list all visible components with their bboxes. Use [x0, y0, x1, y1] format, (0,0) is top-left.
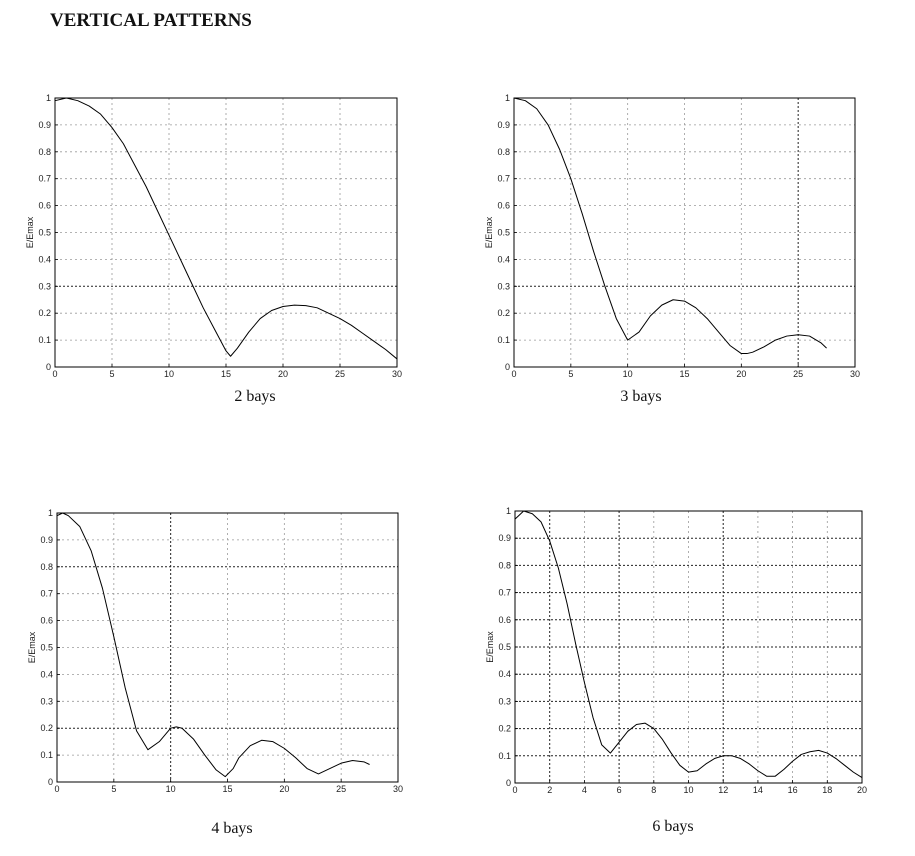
- x-tick-label: 10: [166, 784, 176, 794]
- x-tick-label: 30: [392, 369, 402, 379]
- chart-caption-6-bays: 6 bays: [652, 818, 694, 835]
- y-tick-label: 1: [46, 93, 51, 103]
- x-tick-label: 10: [683, 785, 693, 795]
- y-tick-label: 0: [48, 777, 53, 787]
- x-tick-label: 15: [222, 784, 232, 794]
- y-tick-label: 0: [506, 778, 511, 788]
- y-tick-label: 0.6: [40, 616, 53, 626]
- x-tick-label: 2: [547, 785, 552, 795]
- x-tick-label: 0: [512, 785, 517, 795]
- x-tick-label: 30: [393, 784, 403, 794]
- y-tick-label: 1: [506, 506, 511, 516]
- y-tick-label: 0.5: [40, 643, 53, 653]
- plot-frame: [514, 510, 863, 784]
- y-tick-label: 0.8: [497, 147, 510, 157]
- y-tick-label: 0.1: [38, 335, 51, 345]
- x-tick-label: 10: [623, 369, 633, 379]
- y-tick-label: 0: [46, 362, 51, 372]
- y-tick-label: 0.5: [38, 228, 51, 238]
- y-axis-label: E/Emax: [27, 631, 37, 663]
- y-tick-label: 0.2: [38, 308, 51, 318]
- y-tick-label: 0.9: [38, 120, 51, 130]
- plot-4-bays: 0 5 10 15 20 25 30 0 0.1 0.2 0.3 0.4 0.5 0.6 0.7 0.8 0.9…: [27, 508, 403, 794]
- y-tick-label: 0.5: [498, 642, 511, 652]
- series-line-4-bays: [56, 512, 370, 778]
- y-axis-label: E/Emax: [484, 216, 494, 248]
- y-tick-label: 0.4: [497, 254, 510, 264]
- y-tick-label: 0.2: [40, 723, 53, 733]
- page-title: VERTICAL PATTERNS: [50, 10, 252, 31]
- x-tick-label: 15: [679, 369, 689, 379]
- y-tick-label: 0.3: [40, 696, 53, 706]
- y-tick-label: 0.3: [497, 281, 510, 291]
- series-line-6-bays: [514, 510, 863, 778]
- y-tick-label: 0.1: [498, 751, 511, 761]
- y-tick-label: 0.9: [498, 533, 511, 543]
- y-tick-label: 1: [48, 508, 53, 518]
- x-tick-label: 25: [335, 369, 345, 379]
- y-tick-label: 0.8: [498, 560, 511, 570]
- y-tick-label: 0.1: [497, 335, 510, 345]
- x-tick-label: 18: [822, 785, 832, 795]
- x-tick-label: 25: [336, 784, 346, 794]
- chart-caption-3-bays: 3 bays: [620, 388, 662, 405]
- y-tick-label: 0.3: [498, 696, 511, 706]
- series-line-2-bays: [54, 97, 398, 360]
- x-tick-label: 0: [54, 784, 59, 794]
- y-axis-label: E/Emax: [485, 631, 495, 663]
- x-tick-label: 0: [511, 369, 516, 379]
- y-tick-label: 0.8: [40, 562, 53, 572]
- y-tick-label: 1: [505, 93, 510, 103]
- y-tick-label: 0.4: [40, 669, 53, 679]
- series-line-3-bays: [513, 97, 827, 355]
- y-tick-label: 0.7: [38, 174, 51, 184]
- plot-3-bays: 0 5 10 15 20 25 30 0 0.1 0.2 0.3 0.4 0.5 0.6 0.7 0.8 0.9…: [484, 93, 860, 379]
- plot-frame: [513, 97, 856, 368]
- x-tick-label: 6: [617, 785, 622, 795]
- x-tick-label: 4: [582, 785, 587, 795]
- y-tick-label: 0.7: [40, 589, 53, 599]
- x-tick-label: 16: [788, 785, 798, 795]
- y-tick-label: 0.2: [497, 308, 510, 318]
- y-tick-label: 0.3: [38, 281, 51, 291]
- y-tick-label: 0: [505, 362, 510, 372]
- y-tick-label: 0.4: [498, 669, 511, 679]
- y-tick-label: 0.6: [497, 201, 510, 211]
- x-tick-label: 20: [857, 785, 867, 795]
- plot-frame: [54, 97, 398, 368]
- y-tick-label: 0.6: [38, 201, 51, 211]
- x-tick-label: 20: [279, 784, 289, 794]
- y-tick-label: 0.9: [497, 120, 510, 130]
- chart-caption-4-bays: 4 bays: [211, 820, 253, 837]
- y-tick-label: 0.7: [497, 174, 510, 184]
- y-tick-label: 0.1: [40, 750, 53, 760]
- y-axis-label: E/Emax: [25, 216, 35, 248]
- x-tick-label: 0: [52, 369, 57, 379]
- x-tick-label: 20: [278, 369, 288, 379]
- y-tick-label: 0.6: [498, 615, 511, 625]
- x-tick-label: 5: [109, 369, 114, 379]
- plot-6-bays: 0 2 4 6 8 10 12 14 16 18 20 0 0.1 0.2 0.3 0.4 0.5 0.6 0.7 0…: [485, 506, 867, 795]
- x-tick-label: 15: [221, 369, 231, 379]
- x-tick-label: 30: [850, 369, 860, 379]
- plot-frame: [56, 512, 399, 783]
- x-tick-label: 10: [164, 369, 174, 379]
- x-tick-label: 5: [111, 784, 116, 794]
- y-tick-label: 0.7: [498, 588, 511, 598]
- plot-2-bays: 0 5 10 15 20 25 30 0 0.1 0.2 0.3 0.4 0.5 0.6 0.7 0.8 0.9…: [25, 93, 402, 379]
- x-tick-label: 8: [651, 785, 656, 795]
- y-tick-label: 0.9: [40, 535, 53, 545]
- x-tick-label: 14: [753, 785, 763, 795]
- x-tick-label: 12: [718, 785, 728, 795]
- x-tick-label: 25: [793, 369, 803, 379]
- x-tick-label: 20: [736, 369, 746, 379]
- y-tick-label: 0.5: [497, 228, 510, 238]
- x-tick-label: 5: [568, 369, 573, 379]
- y-tick-label: 0.8: [38, 147, 51, 157]
- y-tick-label: 0.4: [38, 254, 51, 264]
- chart-caption-2-bays: 2 bays: [234, 388, 276, 405]
- y-tick-label: 0.2: [498, 724, 511, 734]
